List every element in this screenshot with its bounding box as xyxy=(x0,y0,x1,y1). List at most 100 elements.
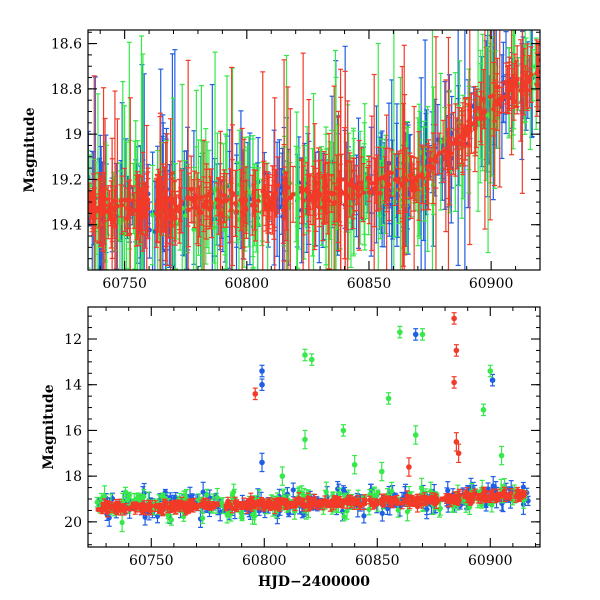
red-data-point xyxy=(463,126,468,132)
red-data-point xyxy=(130,198,136,204)
red-data-point xyxy=(482,109,488,115)
y-tick-label: 19.2 xyxy=(51,172,82,188)
red-data-point xyxy=(252,207,258,213)
red-data-point xyxy=(261,186,267,191)
red-data-point xyxy=(119,202,125,208)
red-data-point xyxy=(528,72,534,77)
red-data-point xyxy=(317,193,323,198)
red-data-point xyxy=(396,179,401,185)
red-data-point xyxy=(160,204,166,210)
red-data-point xyxy=(201,201,207,207)
green-data-point xyxy=(212,186,218,192)
red-data-point xyxy=(495,84,500,90)
red-data-point xyxy=(472,108,478,114)
red-data-point xyxy=(281,180,287,186)
red-data-point xyxy=(332,199,338,205)
red-data-point xyxy=(326,198,332,204)
top-axes: 60750 60800 60850 60900 18.6 18.8 19 19.2 19.4 xyxy=(51,30,541,292)
red-data-point xyxy=(342,189,348,195)
red-data-point xyxy=(426,172,431,178)
blue-data-point xyxy=(217,509,223,515)
red-data-point xyxy=(144,212,150,218)
green-data-point xyxy=(419,485,425,492)
red-data-point xyxy=(329,190,335,196)
green-data-point xyxy=(218,500,225,506)
green-data-point xyxy=(138,496,145,502)
y-tick-label: 18.8 xyxy=(51,82,82,98)
red-data-point xyxy=(534,70,540,76)
green-data-point xyxy=(337,490,343,497)
red-data-point xyxy=(378,190,383,196)
red-data-point xyxy=(304,186,310,191)
red-data-point xyxy=(88,203,94,209)
red-data-point xyxy=(433,159,439,164)
red-data-point xyxy=(118,198,124,204)
red-data-point xyxy=(408,186,414,192)
blue-data-point xyxy=(200,489,206,495)
red-data-point xyxy=(287,195,293,201)
red-data-point xyxy=(141,199,147,204)
red-data-point xyxy=(102,196,108,202)
green-data-point xyxy=(150,212,155,218)
red-data-point xyxy=(176,208,182,214)
x-tick-label: 60800 xyxy=(225,276,270,292)
red-data-point xyxy=(264,204,270,210)
red-data-point xyxy=(98,201,104,206)
red-data-point xyxy=(131,208,137,213)
red-data-point xyxy=(239,209,245,215)
red-data-point xyxy=(345,195,351,200)
red-data-point xyxy=(168,209,173,215)
red-data-point xyxy=(386,182,392,187)
red-data-point xyxy=(112,205,117,211)
red-data-point xyxy=(521,79,527,85)
y-tick-label: 19 xyxy=(64,127,82,143)
red-data-point xyxy=(290,191,296,197)
top-data-points xyxy=(88,30,540,270)
green-data-point xyxy=(366,506,372,512)
red-data-point xyxy=(208,200,214,206)
red-data-point xyxy=(468,115,473,121)
red-data-point xyxy=(157,189,162,194)
red-data-point xyxy=(410,178,416,184)
green-data-point xyxy=(204,492,210,498)
red-data-point xyxy=(310,197,316,203)
green-data-point xyxy=(238,510,244,516)
green-data-point xyxy=(246,189,252,195)
red-data-point xyxy=(414,177,420,183)
y-tick-label: 19.4 xyxy=(51,218,82,234)
green-data-point xyxy=(183,213,188,218)
red-data-point xyxy=(440,148,446,154)
red-data-point xyxy=(375,176,381,182)
red-data-point xyxy=(228,207,234,213)
green-data-point xyxy=(295,224,300,229)
red-data-point xyxy=(354,185,359,191)
top-y-axis-title: Magnitude xyxy=(22,107,38,192)
green-data-point xyxy=(117,220,123,226)
green-data-point xyxy=(122,231,127,237)
red-data-point xyxy=(273,190,279,196)
red-data-point xyxy=(360,190,366,196)
red-data-point xyxy=(518,88,524,93)
red-data-point xyxy=(420,176,426,181)
red-data-point xyxy=(510,86,516,91)
red-data-point xyxy=(172,208,178,214)
red-data-point xyxy=(382,176,388,181)
red-data-point xyxy=(492,98,498,104)
red-data-point xyxy=(462,134,467,140)
red-data-point xyxy=(262,194,268,200)
top-panel: 60750 60800 60850 60900 18.6 18.8 19 19.2 19.4 M… xyxy=(22,29,541,292)
green-data-point xyxy=(196,497,202,503)
red-data-point xyxy=(137,206,143,211)
red-data-point xyxy=(347,181,353,187)
red-data-point xyxy=(507,81,512,87)
red-data-point xyxy=(451,141,456,146)
red-data-point xyxy=(299,189,305,195)
red-data-point xyxy=(445,148,450,154)
red-data-point xyxy=(436,150,442,156)
red-data-point xyxy=(125,205,130,211)
green-data-point xyxy=(450,503,456,510)
blue-data-point xyxy=(290,487,296,493)
red-data-point xyxy=(216,196,221,202)
red-data-point xyxy=(255,198,261,204)
